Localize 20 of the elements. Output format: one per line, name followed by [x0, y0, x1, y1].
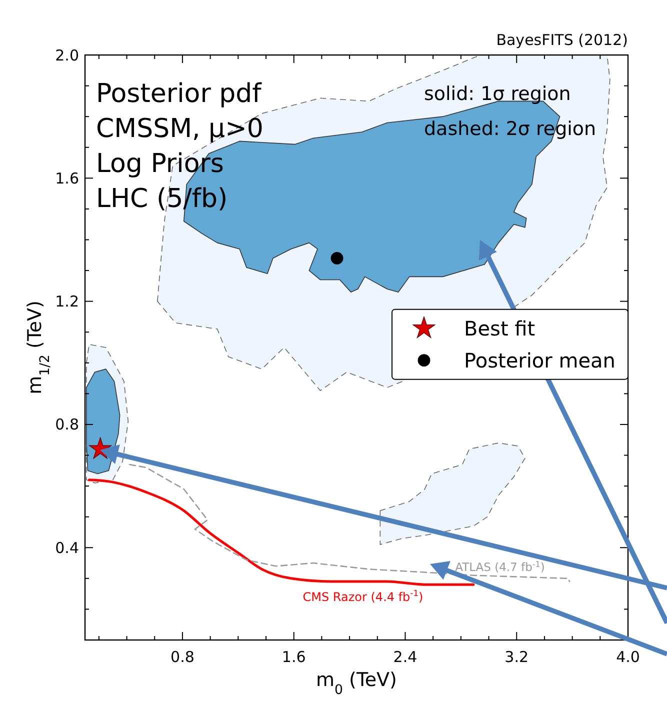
x-tick-label: 2.4 — [393, 648, 418, 666]
legend-label: Best fit — [464, 316, 536, 340]
text: BayesFITS (2012) — [496, 31, 628, 49]
y-tick-label: 1.6 — [55, 169, 79, 188]
x-axis-title: m$_{0}$ (TeV) — [316, 669, 397, 698]
annotation: CMSSM, μ>0 — [96, 114, 264, 144]
y-tick-label: 0.8 — [55, 416, 79, 434]
legend-label: Posterior mean — [464, 348, 616, 372]
annotation: Posterior pdf — [96, 79, 262, 109]
y-tick-label: 2.0 — [55, 46, 79, 64]
x-tick-label: 3.2 — [504, 648, 529, 666]
x-tick-label: 1.6 — [282, 648, 306, 666]
line-series — [128, 464, 570, 582]
x-tick-label: 4.0 — [616, 648, 640, 666]
annotation: solid: 1σ region — [424, 83, 571, 105]
y-tick-label: 1.2 — [55, 292, 79, 311]
annotation: ATLAS (4.7 fb$^{-1}$) — [455, 560, 545, 574]
annotation: CMS Razor (4.4 fb$^{-1}$) — [302, 588, 424, 604]
x-tick-label: 0.8 — [170, 648, 194, 666]
y-tick-label: 0.4 — [55, 538, 79, 557]
